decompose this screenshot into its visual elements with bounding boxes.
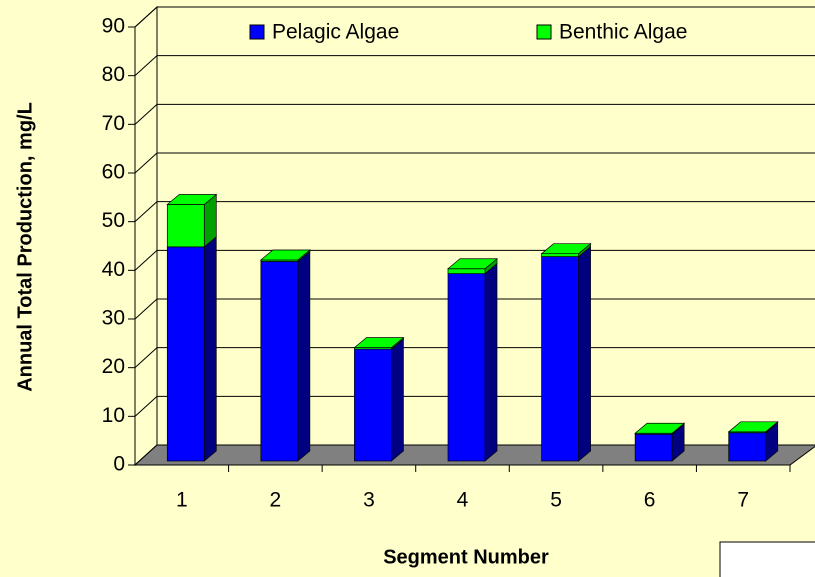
x-tick-label: 4 xyxy=(457,489,469,512)
y-tick-label: 80 xyxy=(102,63,125,86)
y-tick-label: 30 xyxy=(102,307,125,330)
y-tick-label: 20 xyxy=(102,355,125,378)
grid-line xyxy=(134,298,815,320)
bar-top xyxy=(166,194,218,205)
side-wall xyxy=(134,5,158,467)
y-tick-label: 60 xyxy=(102,161,125,184)
bar xyxy=(447,268,486,274)
bar xyxy=(728,432,767,462)
x-tick-label: 7 xyxy=(737,489,749,512)
corner-box xyxy=(719,541,815,577)
bar-top xyxy=(634,422,686,434)
y-tick-label: 40 xyxy=(102,258,125,281)
grid-line xyxy=(134,201,815,223)
bar-side xyxy=(484,262,498,462)
bar xyxy=(260,261,299,462)
x-axis-label: Segment Number xyxy=(383,546,549,568)
x-tick-label: 6 xyxy=(644,489,656,512)
bar-top xyxy=(353,337,405,348)
bar xyxy=(354,348,392,462)
legend-label: Benthic Algae xyxy=(559,21,687,44)
bar xyxy=(166,246,205,462)
y-tick-label: 50 xyxy=(102,209,125,232)
bar xyxy=(541,253,579,257)
x-tick-label: 1 xyxy=(176,489,188,512)
legend-swatch xyxy=(249,24,265,40)
y-tick-label: 70 xyxy=(102,112,125,135)
x-tick-label: 5 xyxy=(550,489,562,512)
bar xyxy=(447,273,486,462)
legend-swatch xyxy=(536,24,552,40)
grid-line xyxy=(134,152,815,174)
grid-line xyxy=(134,395,815,417)
bar xyxy=(634,433,673,462)
legend-label: Pelagic Algae xyxy=(272,21,399,44)
grid-line xyxy=(134,55,815,77)
grid-line xyxy=(134,347,815,369)
grid-line xyxy=(134,249,815,271)
y-tick-label: 0 xyxy=(113,453,125,476)
bar-top xyxy=(447,258,498,270)
bar-top xyxy=(727,421,779,433)
y-axis-label: Annual Total Production, mg/L xyxy=(14,102,36,392)
y-tick-label: 10 xyxy=(102,404,125,427)
plot-area: 0 10 20 30 40 50 60 70 80 90 1 2 3 4 5 6 7 Pelagic Algae B… xyxy=(102,5,815,512)
bar-side xyxy=(203,236,217,462)
grid-line xyxy=(134,6,815,28)
x-tick-label: 2 xyxy=(270,489,282,512)
bar-side xyxy=(578,245,591,462)
bar-side xyxy=(391,338,404,462)
bar xyxy=(166,204,205,248)
bar-side xyxy=(297,250,311,462)
bar xyxy=(541,256,579,462)
grid-line xyxy=(134,103,815,125)
x-tick-label: 3 xyxy=(363,489,375,512)
bar-top xyxy=(259,249,311,261)
bar-top xyxy=(540,243,592,255)
y-tick-label: 90 xyxy=(102,15,125,38)
